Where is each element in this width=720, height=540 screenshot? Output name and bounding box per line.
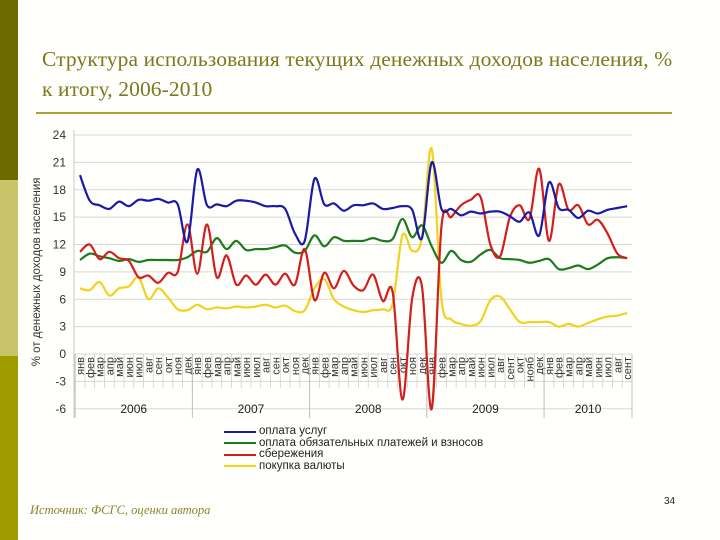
legend-item: оплата обязательных платежей и взносов <box>224 436 484 450</box>
month-label: авг <box>378 357 390 373</box>
month-label: окт <box>280 357 292 373</box>
month-label: июн <box>358 357 370 377</box>
month-label: авг <box>261 357 273 373</box>
month-label: сент <box>622 357 634 380</box>
y-tick-label: 24 <box>53 128 67 142</box>
month-label: ноя <box>173 357 185 375</box>
y-tick-label: -3 <box>55 374 66 388</box>
month-label: фев <box>319 357 331 378</box>
month-label: апр <box>456 357 468 375</box>
legend-item: покупка валюты <box>224 459 483 473</box>
legend-item: сбережения <box>224 448 483 461</box>
month-label: июл <box>485 357 497 378</box>
month-label: июн <box>476 357 488 377</box>
y-axis-title: % от денежных доходов населения <box>31 177 43 366</box>
month-label: июн <box>593 357 605 377</box>
y-tick-label: 3 <box>59 320 66 334</box>
legend-label: покупка валюты <box>259 459 345 472</box>
month-label: май <box>231 357 243 377</box>
month-label: нояб <box>524 357 536 381</box>
month-label: мар <box>212 357 224 377</box>
month-label: июн <box>124 357 136 377</box>
month-label: фев <box>202 357 214 378</box>
month-label: июл <box>603 357 615 378</box>
sidebar-band-mid <box>0 356 18 540</box>
month-label: окт <box>163 357 175 373</box>
legend-item: оплата услуг <box>224 425 483 438</box>
month-label: июн <box>241 357 253 377</box>
month-label: сен <box>153 357 165 375</box>
year-label: 2009 <box>472 402 499 416</box>
sidebar-band-light <box>0 180 18 356</box>
y-tick-label: 0 <box>59 347 66 361</box>
series-line-3 <box>79 146 628 328</box>
month-label: июл <box>368 357 380 378</box>
y-tick-label: 12 <box>53 238 67 252</box>
month-label: янв <box>309 357 321 375</box>
month-label: мар <box>564 357 576 377</box>
title-divider <box>36 112 672 114</box>
legend-label: оплата обязательных платежей и взносов <box>259 436 484 449</box>
month-label: апр <box>573 357 585 375</box>
month-label: июл <box>251 357 263 378</box>
month-label: дек <box>300 357 312 375</box>
month-label: дек <box>182 357 194 375</box>
month-label: мар <box>95 357 107 377</box>
legend-label: сбережения <box>259 448 324 460</box>
month-label: сент <box>505 357 517 380</box>
month-label: сен <box>388 357 400 375</box>
month-label: апр <box>104 357 116 375</box>
source-note: Источник: ФСГС, оценки автора <box>30 503 211 517</box>
month-label: сен <box>270 357 282 375</box>
year-label: 2006 <box>120 402 147 416</box>
chart-legend: оплата услуг оплата обязательных платежей… <box>224 425 484 473</box>
month-label: апр <box>339 357 351 375</box>
month-label: авг <box>143 357 155 373</box>
month-label: ноя <box>290 357 302 375</box>
month-label: мар <box>329 357 341 377</box>
month-label: окт <box>515 357 527 373</box>
series-line-1 <box>79 217 628 271</box>
month-label: апр <box>222 357 234 375</box>
month-label: май <box>466 357 478 377</box>
y-tick-label: 9 <box>59 265 66 279</box>
y-tick-label: 21 <box>53 155 67 169</box>
y-tick-label: -6 <box>55 402 66 416</box>
y-tick-label: 6 <box>59 292 66 306</box>
page-number: 34 <box>664 496 676 507</box>
year-label: 2010 <box>575 402 602 416</box>
legend-swatch <box>224 430 256 433</box>
month-label: фев <box>554 357 566 378</box>
month-label: май <box>583 357 595 377</box>
legend-swatch <box>224 465 256 468</box>
legend-label: оплата услуг <box>259 425 328 437</box>
month-label: янв <box>75 357 87 375</box>
month-label: фев <box>85 357 97 378</box>
series-line-2 <box>79 167 628 410</box>
y-tick-label: 18 <box>53 183 67 197</box>
month-label: май <box>114 357 126 377</box>
slide-sidebar <box>0 0 18 540</box>
month-label: июл <box>134 357 146 378</box>
month-label: авг <box>495 357 507 373</box>
series-line-0 <box>78 161 628 246</box>
legend-swatch <box>224 453 256 456</box>
month-label: май <box>349 357 361 377</box>
slide-title: Структура использования текущих денежных… <box>42 47 673 101</box>
year-label: 2007 <box>238 402 265 416</box>
month-label: янв <box>544 357 556 375</box>
legend-swatch <box>224 442 256 445</box>
y-tick-label: 15 <box>53 210 67 224</box>
month-label: фев <box>436 357 448 378</box>
sidebar-band-dark <box>0 0 18 180</box>
month-label: мар <box>446 357 458 377</box>
month-label: авг <box>612 357 624 373</box>
month-label: ноя <box>407 357 419 375</box>
month-label: дек <box>534 357 546 375</box>
year-label: 2008 <box>355 402 382 416</box>
month-label: янв <box>192 357 204 375</box>
